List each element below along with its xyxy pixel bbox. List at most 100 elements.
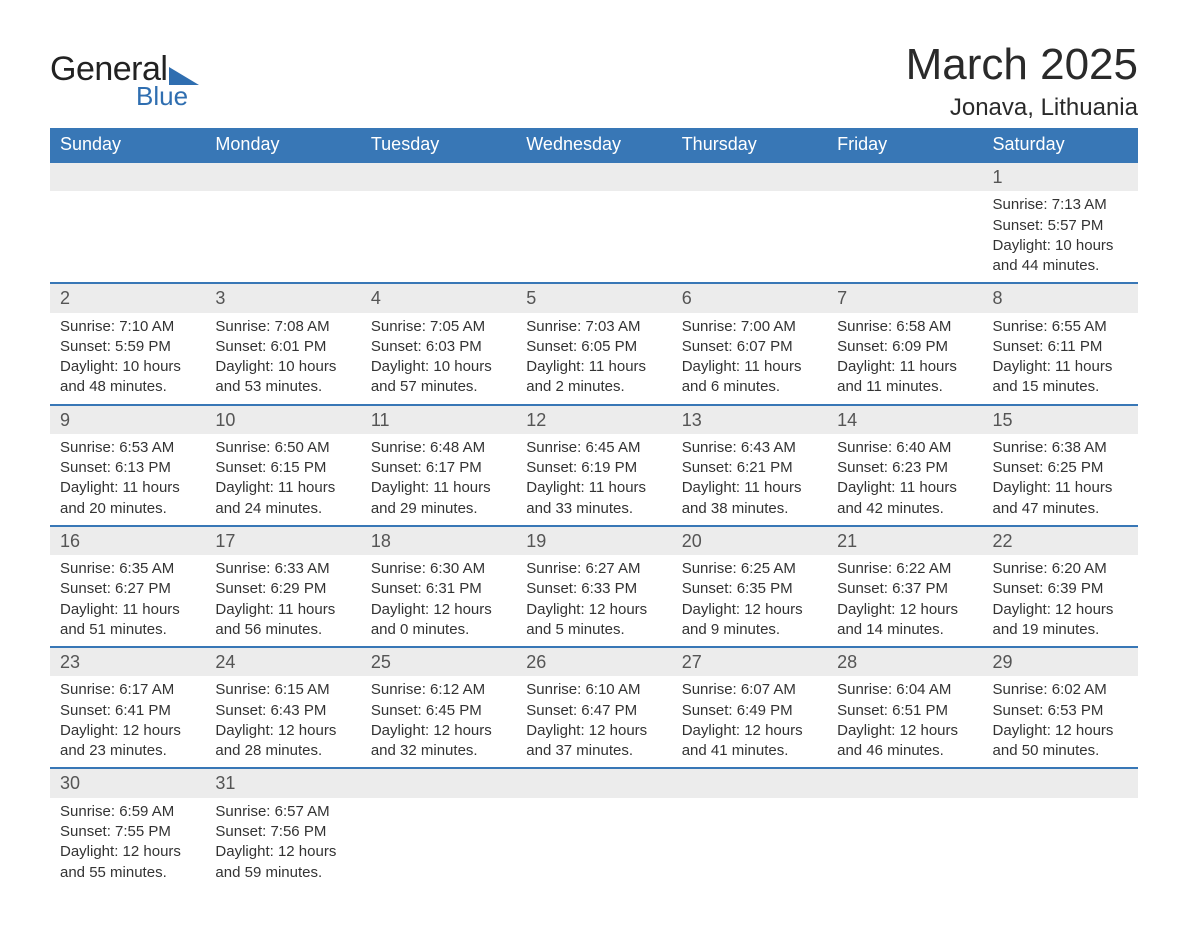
- calendar-body: 1 Sunrise: 7:13 AMSunset: 5:57 PMDayligh…: [50, 162, 1138, 889]
- day-d2: and 46 minutes.: [837, 741, 972, 761]
- day-number-cell: 10: [205, 405, 360, 434]
- day-sr: Sunrise: 6:50 AM: [215, 438, 350, 458]
- day-d1: Daylight: 12 hours: [993, 721, 1128, 741]
- day-number-cell: [827, 768, 982, 797]
- day-ss: Sunset: 7:55 PM: [60, 822, 195, 842]
- day-d1: Daylight: 10 hours: [215, 357, 350, 377]
- day-ss: Sunset: 6:23 PM: [837, 458, 972, 478]
- day-number-cell: [672, 162, 827, 191]
- day-d2: and 32 minutes.: [371, 741, 506, 761]
- day-d2: and 23 minutes.: [60, 741, 195, 761]
- day-ss: Sunset: 6:37 PM: [837, 579, 972, 599]
- data-row: Sunrise: 6:35 AMSunset: 6:27 PMDaylight:…: [50, 555, 1138, 647]
- day-sr: Sunrise: 6:10 AM: [526, 680, 661, 700]
- day-data-cell: Sunrise: 6:25 AMSunset: 6:35 PMDaylight:…: [672, 555, 827, 647]
- day-sr: Sunrise: 7:13 AM: [993, 195, 1128, 215]
- day-number-cell: 26: [516, 647, 671, 676]
- day-data-cell: Sunrise: 6:35 AMSunset: 6:27 PMDaylight:…: [50, 555, 205, 647]
- calendar-table: Sunday Monday Tuesday Wednesday Thursday…: [50, 128, 1138, 889]
- day-d2: and 20 minutes.: [60, 499, 195, 519]
- day-data-cell: [983, 798, 1138, 889]
- day-number-cell: 16: [50, 526, 205, 555]
- daynum-row: 3031: [50, 768, 1138, 797]
- day-data-cell: Sunrise: 6:30 AMSunset: 6:31 PMDaylight:…: [361, 555, 516, 647]
- day-ss: Sunset: 6:19 PM: [526, 458, 661, 478]
- day-number-cell: 30: [50, 768, 205, 797]
- day-data-cell: Sunrise: 7:13 AMSunset: 5:57 PMDaylight:…: [983, 191, 1138, 283]
- day-number-cell: 14: [827, 405, 982, 434]
- day-d1: Daylight: 12 hours: [215, 721, 350, 741]
- day-number-cell: 31: [205, 768, 360, 797]
- day-ss: Sunset: 6:03 PM: [371, 337, 506, 357]
- day-d2: and 24 minutes.: [215, 499, 350, 519]
- day-d1: Daylight: 11 hours: [682, 357, 817, 377]
- day-number-cell: 7: [827, 283, 982, 312]
- day-number-cell: 1: [983, 162, 1138, 191]
- day-data-cell: [516, 798, 671, 889]
- day-ss: Sunset: 6:53 PM: [993, 701, 1128, 721]
- day-d1: Daylight: 12 hours: [371, 600, 506, 620]
- day-d2: and 41 minutes.: [682, 741, 817, 761]
- day-number-cell: 28: [827, 647, 982, 676]
- day-number-cell: 24: [205, 647, 360, 676]
- day-d2: and 33 minutes.: [526, 499, 661, 519]
- daynum-row: 16171819202122: [50, 526, 1138, 555]
- day-sr: Sunrise: 6:20 AM: [993, 559, 1128, 579]
- day-ss: Sunset: 6:15 PM: [215, 458, 350, 478]
- data-row: Sunrise: 7:13 AMSunset: 5:57 PMDaylight:…: [50, 191, 1138, 283]
- day-data-cell: Sunrise: 6:02 AMSunset: 6:53 PMDaylight:…: [983, 676, 1138, 768]
- day-data-cell: Sunrise: 6:45 AMSunset: 6:19 PMDaylight:…: [516, 434, 671, 526]
- day-data-cell: Sunrise: 6:59 AMSunset: 7:55 PMDaylight:…: [50, 798, 205, 889]
- day-d2: and 19 minutes.: [993, 620, 1128, 640]
- day-d2: and 47 minutes.: [993, 499, 1128, 519]
- data-row: Sunrise: 7:10 AMSunset: 5:59 PMDaylight:…: [50, 313, 1138, 405]
- day-d1: Daylight: 12 hours: [682, 721, 817, 741]
- day-data-cell: [361, 798, 516, 889]
- month-title: March 2025: [906, 40, 1138, 90]
- day-number-cell: 27: [672, 647, 827, 676]
- day-ss: Sunset: 6:29 PM: [215, 579, 350, 599]
- daynum-row: 23242526272829: [50, 647, 1138, 676]
- day-d2: and 29 minutes.: [371, 499, 506, 519]
- day-sr: Sunrise: 7:03 AM: [526, 317, 661, 337]
- day-d1: Daylight: 12 hours: [526, 721, 661, 741]
- day-d2: and 5 minutes.: [526, 620, 661, 640]
- day-d1: Daylight: 10 hours: [371, 357, 506, 377]
- day-sr: Sunrise: 6:25 AM: [682, 559, 817, 579]
- day-ss: Sunset: 6:39 PM: [993, 579, 1128, 599]
- day-number-cell: 20: [672, 526, 827, 555]
- day-ss: Sunset: 5:57 PM: [993, 216, 1128, 236]
- day-d1: Daylight: 12 hours: [60, 842, 195, 862]
- day-d2: and 56 minutes.: [215, 620, 350, 640]
- day-number-cell: 2: [50, 283, 205, 312]
- day-data-cell: Sunrise: 6:55 AMSunset: 6:11 PMDaylight:…: [983, 313, 1138, 405]
- col-thursday: Thursday: [672, 128, 827, 162]
- day-ss: Sunset: 6:49 PM: [682, 701, 817, 721]
- day-d1: Daylight: 11 hours: [526, 357, 661, 377]
- day-data-cell: Sunrise: 7:03 AMSunset: 6:05 PMDaylight:…: [516, 313, 671, 405]
- day-sr: Sunrise: 7:08 AM: [215, 317, 350, 337]
- day-d1: Daylight: 11 hours: [993, 357, 1128, 377]
- day-data-cell: [672, 798, 827, 889]
- day-d2: and 28 minutes.: [215, 741, 350, 761]
- day-sr: Sunrise: 6:53 AM: [60, 438, 195, 458]
- day-number-cell: 9: [50, 405, 205, 434]
- day-sr: Sunrise: 6:30 AM: [371, 559, 506, 579]
- day-sr: Sunrise: 6:43 AM: [682, 438, 817, 458]
- day-data-cell: Sunrise: 6:27 AMSunset: 6:33 PMDaylight:…: [516, 555, 671, 647]
- title-block: March 2025 Jonava, Lithuania: [906, 40, 1138, 122]
- day-d2: and 37 minutes.: [526, 741, 661, 761]
- day-data-cell: [516, 191, 671, 283]
- day-data-cell: [827, 798, 982, 889]
- day-number-cell: [672, 768, 827, 797]
- day-d2: and 50 minutes.: [993, 741, 1128, 761]
- day-sr: Sunrise: 6:02 AM: [993, 680, 1128, 700]
- day-number-cell: [205, 162, 360, 191]
- day-data-cell: Sunrise: 6:10 AMSunset: 6:47 PMDaylight:…: [516, 676, 671, 768]
- day-sr: Sunrise: 6:38 AM: [993, 438, 1128, 458]
- day-d2: and 53 minutes.: [215, 377, 350, 397]
- day-sr: Sunrise: 6:12 AM: [371, 680, 506, 700]
- logo: General Blue: [50, 50, 199, 112]
- day-data-cell: Sunrise: 6:12 AMSunset: 6:45 PMDaylight:…: [361, 676, 516, 768]
- day-sr: Sunrise: 6:45 AM: [526, 438, 661, 458]
